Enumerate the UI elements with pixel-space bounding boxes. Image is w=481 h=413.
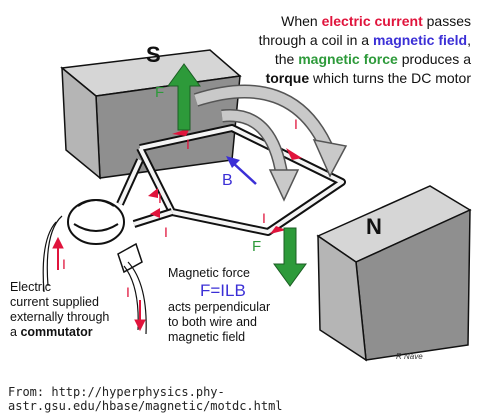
title-part: When: [281, 13, 322, 29]
current-arrow-right: [286, 148, 302, 160]
north-magnet: [316, 185, 472, 362]
title-part: , the: [274, 32, 471, 67]
force-arrows: [167, 63, 307, 287]
electric-note-line: externally through: [10, 310, 110, 324]
current-arrow-bottom: [270, 226, 286, 234]
title-electric-current: electric current: [321, 13, 423, 29]
current-arrow-left-lower: [150, 208, 160, 218]
field-arrow: [226, 156, 257, 185]
force-label-bottom: F: [252, 238, 262, 255]
current-arrow-left-upper: [148, 188, 158, 198]
source-line: From: http://hyperphysics.phy-astr.gsu.e…: [8, 385, 283, 413]
current-label-bottom: I: [262, 210, 266, 226]
north-pole-label: N: [366, 214, 382, 239]
south-magnet: [60, 49, 242, 180]
magnetic-force-note: Magnetic force F=ILB acts perpendicular …: [168, 266, 270, 345]
current-label-external-out: I: [126, 284, 130, 300]
current-label-right: I: [294, 116, 298, 132]
electric-current-note: Electric current supplied externally thr…: [10, 280, 109, 340]
magnetic-force-heading: Magnetic force: [168, 266, 250, 280]
magnetic-force-line: to both wire and: [168, 315, 257, 329]
electric-note-line: Electric: [10, 280, 51, 294]
title-magnetic-field: magnetic field: [372, 32, 468, 48]
caption-title: When electric current passes through a c…: [251, 12, 471, 88]
magnetic-force-line: magnetic field: [168, 330, 246, 344]
commutator: [42, 199, 147, 335]
author-credit: R Nave: [396, 352, 423, 361]
title-part: produces a: [397, 51, 471, 67]
current-label-left-upper: I: [158, 190, 162, 206]
magnetic-force-line: acts perpendicular: [168, 300, 271, 314]
force-label-top: F: [155, 84, 165, 101]
force-formula: F=ILB: [200, 281, 246, 300]
title-part: passes through a coil in a: [258, 13, 471, 48]
title-magnetic-force: magnetic force: [298, 51, 398, 67]
field-label: B: [222, 172, 233, 189]
current-label-top: I: [186, 136, 190, 152]
electric-note-line: a: [10, 325, 21, 339]
current-label-left-lower: I: [164, 224, 168, 240]
force-arrow-up: [167, 63, 201, 131]
force-arrow-down: [273, 227, 307, 287]
electric-note-line: current supplied: [10, 295, 99, 309]
commutator-label: commutator: [20, 325, 93, 339]
south-pole-label: S: [146, 42, 161, 67]
title-part: which turns the DC motor: [309, 70, 471, 86]
rotation-arrows: [193, 84, 348, 202]
title-torque: torque: [265, 70, 310, 86]
external-current-arrows: [52, 236, 146, 332]
current-label-external-in: I: [62, 256, 66, 272]
current-arrows: [148, 128, 302, 234]
wire-coil: [116, 124, 346, 236]
